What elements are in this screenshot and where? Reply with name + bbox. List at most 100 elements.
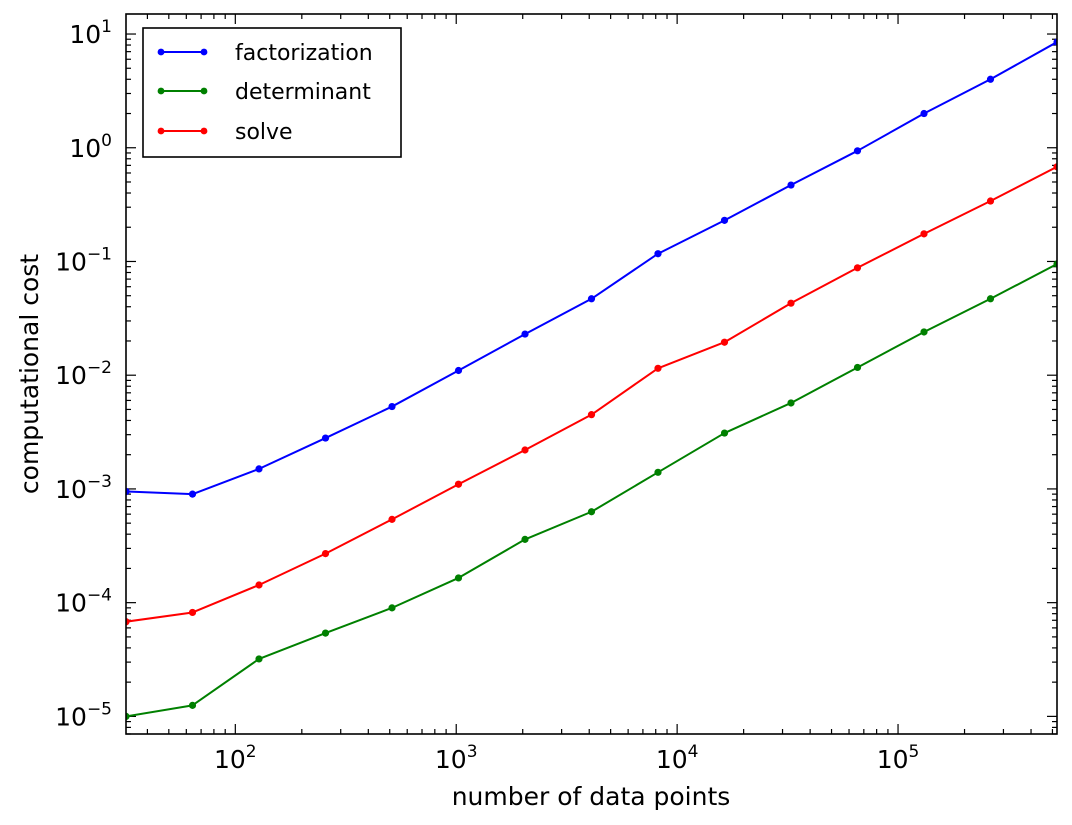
- x-tick-label-exp: 2: [246, 742, 257, 762]
- data-point-determinant: [787, 399, 795, 407]
- y-tick-label: 10−2: [55, 358, 112, 390]
- data-point-determinant: [853, 363, 862, 372]
- x-tick-label: 104: [656, 742, 699, 774]
- series-line-determinant: [126, 263, 1057, 718]
- data-point-factorization: [255, 465, 263, 473]
- legend-entry-determinant: determinant: [157, 80, 371, 105]
- data-point-solve: [787, 299, 795, 307]
- x-tick-label-base: 10: [435, 745, 467, 774]
- data-point-factorization: [986, 75, 995, 83]
- x-axis-label: number of data points: [452, 782, 731, 811]
- data-point-solve: [587, 411, 596, 419]
- data-point-determinant: [720, 429, 729, 437]
- y-tick-label-exp: −4: [87, 586, 112, 606]
- legend-marker-determinant: [157, 87, 165, 95]
- y-tick-label: 10−1: [55, 244, 112, 276]
- data-point-solve: [454, 480, 463, 488]
- data-point-determinant: [920, 328, 928, 336]
- y-tick-label-base: 10: [55, 361, 87, 390]
- data-point-determinant: [255, 655, 263, 663]
- x-tick-label: 103: [435, 742, 478, 774]
- x-tick-label-base: 10: [877, 745, 909, 774]
- data-point-factorization: [521, 330, 529, 338]
- data-point-factorization: [853, 147, 862, 155]
- series-layer: [126, 38, 1057, 720]
- data-point-factorization: [720, 216, 729, 224]
- y-tick-label-exp: −3: [87, 472, 112, 492]
- x-tick-label: 102: [214, 742, 257, 774]
- y-tick-label-base: 10: [69, 20, 101, 49]
- y-tick-label: 100: [69, 131, 112, 163]
- data-point-determinant: [321, 629, 330, 637]
- y-tick-label-base: 10: [55, 475, 87, 504]
- y-tick-label-exp: −5: [87, 699, 112, 719]
- data-point-solve: [321, 550, 330, 558]
- legend-label-solve: solve: [235, 120, 293, 145]
- plot-frame: [125, 13, 1058, 735]
- y-tick-label: 10−5: [55, 699, 112, 731]
- y-tick-label-base: 10: [55, 702, 87, 731]
- legend-entry-factorization: factorization: [157, 41, 373, 66]
- x-tick-label: 105: [877, 742, 920, 774]
- y-tick-label-base: 10: [69, 134, 101, 163]
- x-tick-label-exp: 5: [909, 742, 920, 762]
- data-point-determinant: [986, 295, 995, 303]
- y-tick-label: 101: [69, 17, 112, 49]
- data-point-determinant: [521, 535, 529, 543]
- data-point-determinant: [454, 574, 463, 582]
- x-tick-label-exp: 4: [688, 742, 699, 762]
- data-point-factorization: [654, 250, 662, 258]
- data-point-factorization: [454, 366, 463, 375]
- data-point-solve: [986, 197, 995, 205]
- y-axis-label: computational cost: [15, 254, 44, 494]
- legend-label-determinant: determinant: [235, 80, 371, 105]
- y-tick-label-exp: −1: [87, 244, 112, 264]
- data-point-solve: [255, 581, 263, 589]
- legend: factorization determinant solve: [142, 27, 402, 158]
- data-point-factorization: [388, 402, 396, 411]
- data-point-determinant: [126, 712, 130, 720]
- data-point-solve: [853, 264, 862, 272]
- legend-marker-solve: [157, 127, 165, 135]
- data-point-factorization: [188, 490, 197, 498]
- legend-marker-determinant: [200, 87, 208, 95]
- data-point-solve: [521, 446, 529, 454]
- x-tick-label-base: 10: [214, 745, 246, 774]
- data-point-factorization: [126, 487, 130, 496]
- data-point-solve: [388, 515, 396, 523]
- legend-marker-solve: [200, 127, 208, 135]
- data-point-solve: [1053, 163, 1057, 171]
- y-tick-label-exp: −2: [87, 358, 112, 378]
- data-point-determinant: [587, 508, 596, 516]
- x-tick-label-base: 10: [656, 745, 688, 774]
- y-tick-label: 10−3: [55, 472, 112, 504]
- x-tick-label-exp: 3: [467, 742, 478, 762]
- data-point-factorization: [587, 295, 596, 303]
- data-point-determinant: [1053, 260, 1057, 268]
- legend-marker-factorization: [200, 48, 208, 56]
- y-tick-label-exp: 0: [101, 131, 112, 151]
- legend-entry-solve: solve: [157, 120, 293, 145]
- data-point-determinant: [188, 701, 197, 709]
- data-point-solve: [920, 230, 928, 238]
- data-point-factorization: [920, 109, 928, 118]
- data-point-determinant: [654, 468, 662, 476]
- data-point-solve: [188, 608, 197, 617]
- data-point-factorization: [787, 181, 795, 189]
- data-point-solve: [126, 618, 130, 626]
- legend-marker-factorization: [157, 48, 165, 56]
- data-point-solve: [654, 364, 662, 372]
- data-point-determinant: [388, 604, 396, 612]
- y-tick-label-base: 10: [55, 589, 87, 618]
- series-line-solve: [126, 165, 1057, 623]
- y-tick-label: 10−4: [55, 586, 112, 618]
- data-point-factorization: [1053, 38, 1057, 46]
- y-tick-label-base: 10: [55, 247, 87, 276]
- y-tick-label-exp: 1: [101, 17, 112, 37]
- legend-label-factorization: factorization: [235, 41, 373, 66]
- data-point-solve: [720, 338, 729, 346]
- legend-frame: [142, 27, 402, 158]
- data-point-factorization: [321, 434, 330, 442]
